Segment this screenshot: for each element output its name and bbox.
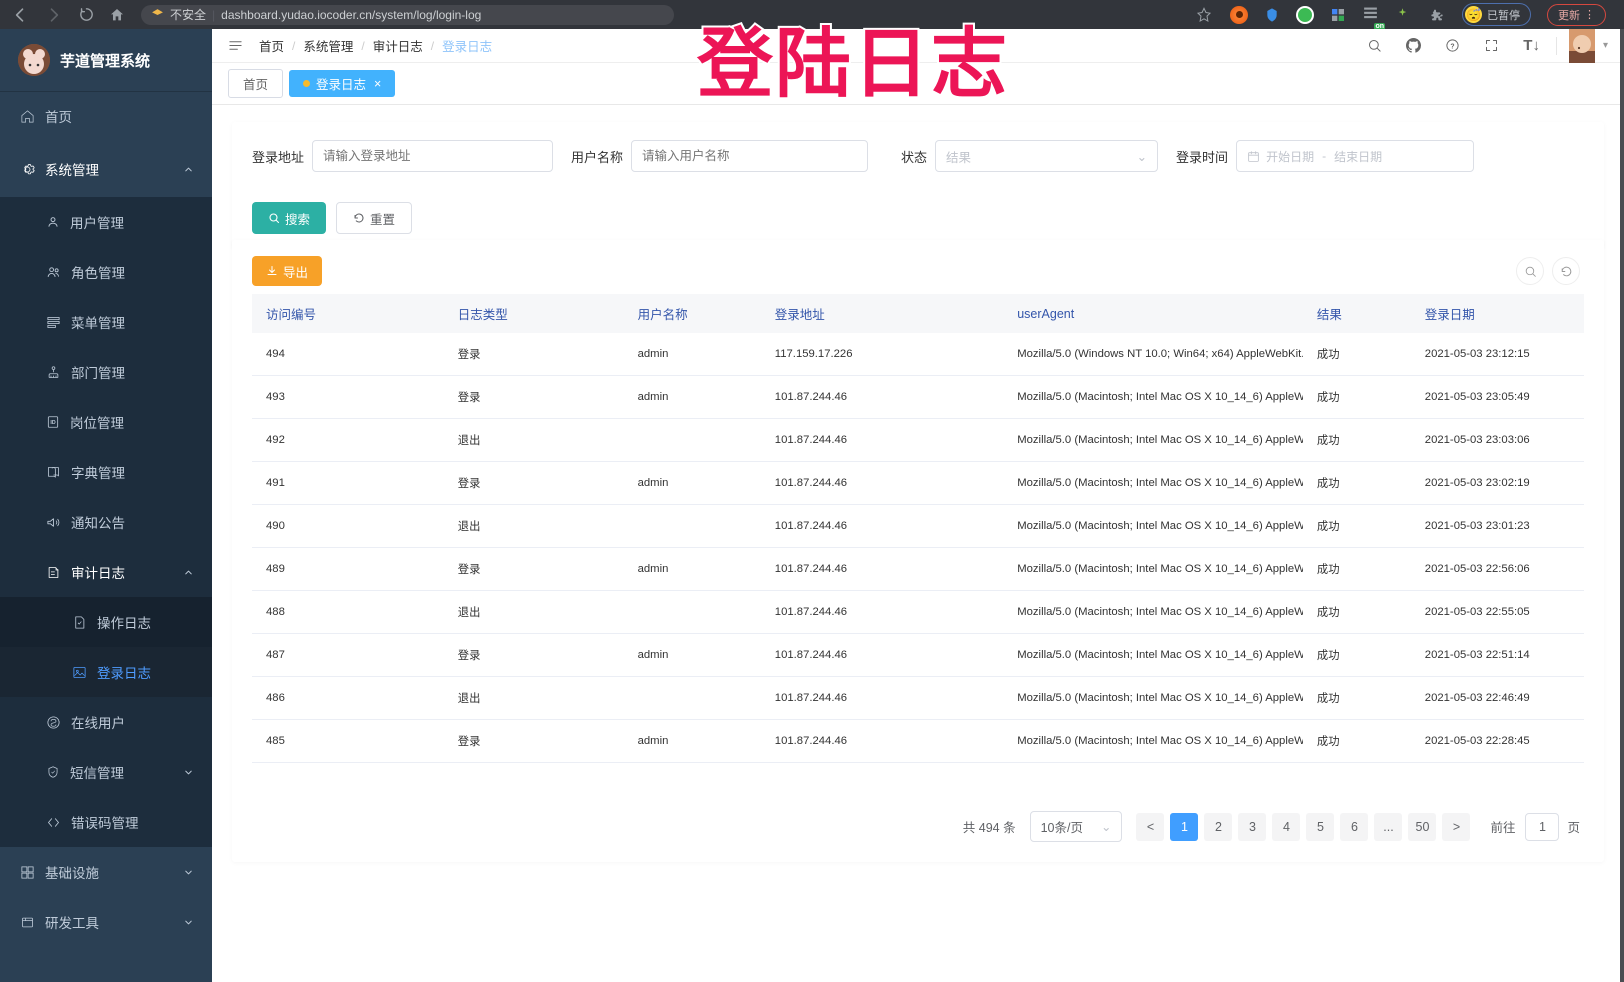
- svg-text:?: ?: [1451, 43, 1455, 50]
- svg-text:ID: ID: [50, 420, 55, 426]
